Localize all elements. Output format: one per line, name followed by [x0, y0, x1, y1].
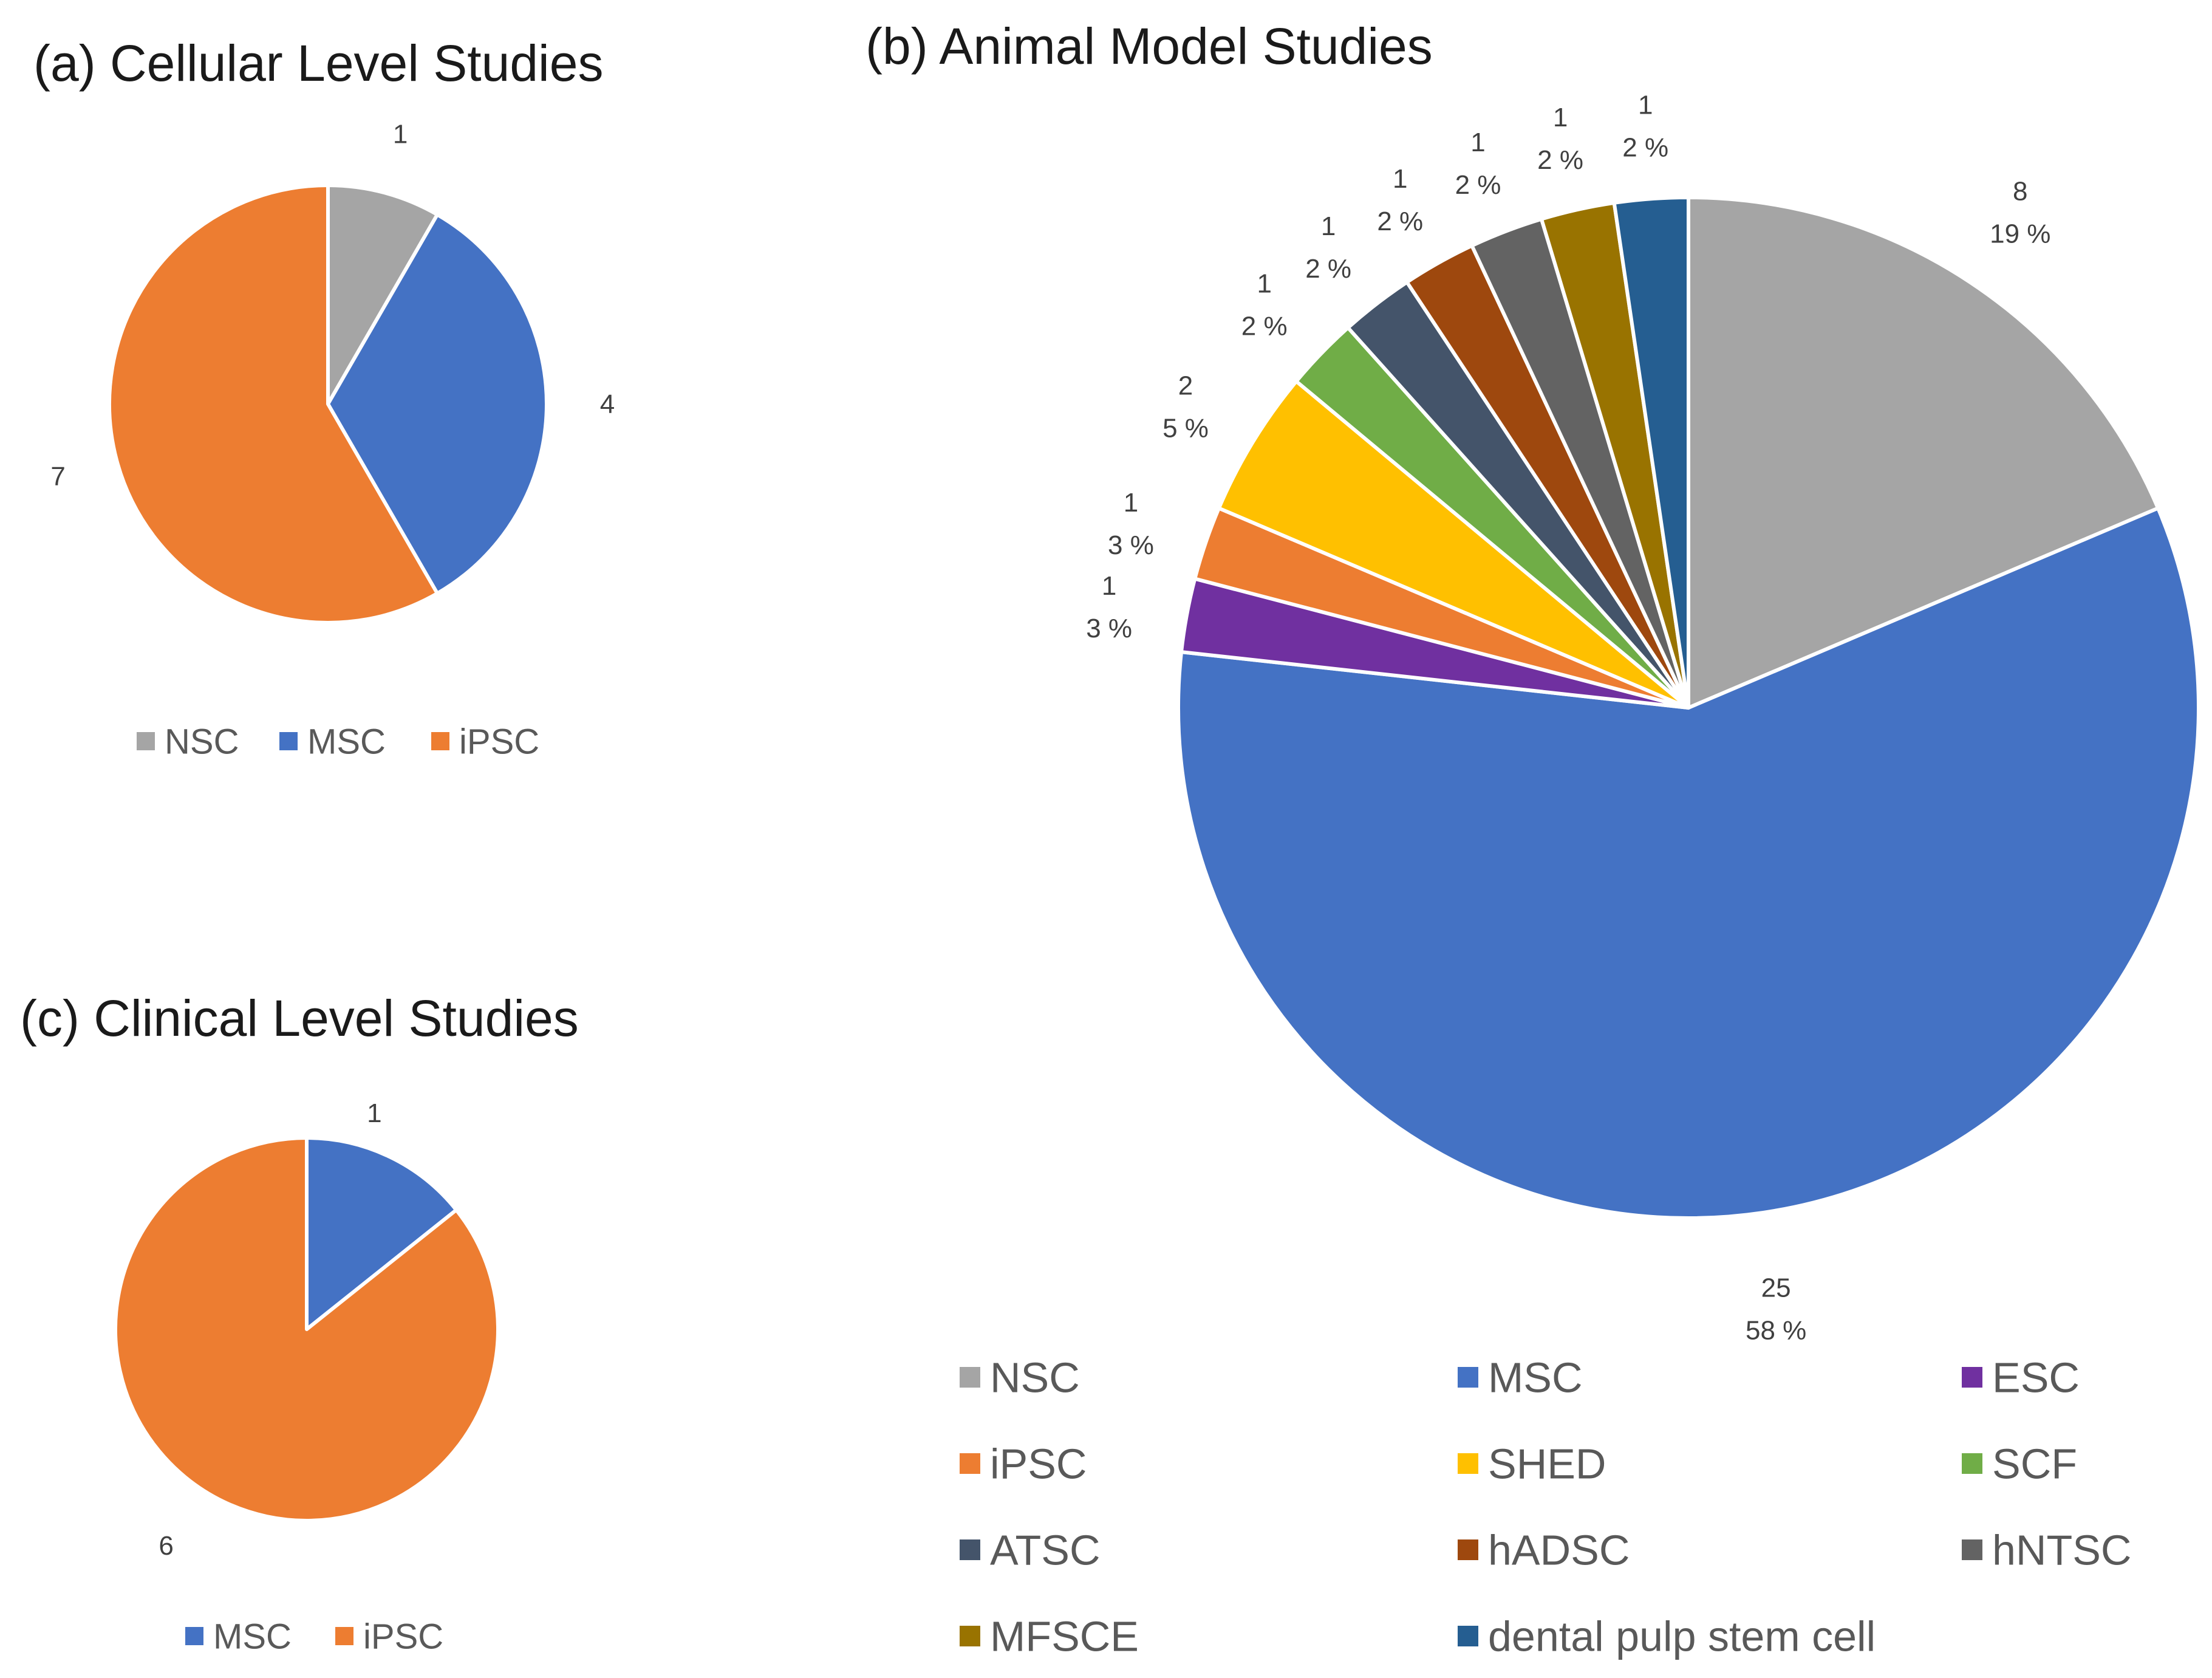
pie-slice-ipsc [108, 183, 439, 625]
legend-item-dental-pulp-stem-cell: dental pulp stem cell [1458, 1613, 1876, 1660]
pie-slice-msc [1176, 506, 2200, 1220]
legend-label-msc: MSC [213, 1617, 292, 1656]
chart-c-title: (c) Clinical Level Studies [20, 990, 579, 1047]
legend-swatch-nsc [960, 1367, 980, 1388]
legend-item-msc: MSC [279, 722, 386, 761]
chart-a-pie [108, 183, 549, 625]
legend-item-mfsce: MFSCE [960, 1613, 1139, 1660]
chart-c-data-labels: 16 [159, 1098, 381, 1561]
legend-item-atsc: ATSC [960, 1527, 1101, 1574]
legend-swatch-mfsce [960, 1626, 980, 1646]
legend-label-shed: SHED [1488, 1440, 1606, 1488]
legend-label-scf: SCF [1992, 1440, 2077, 1488]
legend-swatch-ipsc [431, 732, 449, 750]
legend-swatch-hadsc [1458, 1539, 1478, 1560]
legend-swatch-hntsc [1962, 1539, 1982, 1560]
legend-label-ipsc: iPSC [363, 1617, 443, 1656]
legend-label-hntsc: hNTSC [1992, 1527, 2131, 1574]
legend-label-ipsc: iPSC [990, 1440, 1087, 1488]
legend-item-scf: SCF [1962, 1440, 2077, 1488]
pie-slice-nsc [326, 183, 439, 406]
data-label-nsc: 1 [393, 120, 408, 149]
legend-label-nsc: NSC [990, 1354, 1080, 1402]
pie-slice-ipsc [114, 1136, 500, 1522]
legend-item-esc: ESC [1962, 1354, 2080, 1402]
legend-item-nsc: NSC [960, 1354, 1080, 1402]
legend-item-shed: SHED [1458, 1440, 1606, 1488]
chart-b-data-labels: 8 19 %25 58 %1 3 %1 3 %2 5 %1 2 %1 2 %1 2 %1 2 %1… [1086, 91, 2050, 1346]
legend-swatch-msc [1458, 1367, 1478, 1388]
chart-a-legend: NSC MSC iPSC [137, 722, 539, 761]
legend-label-atsc: ATSC [990, 1527, 1101, 1574]
pie-slice-shed [1217, 379, 1690, 710]
legend-swatch-ipsc [335, 1627, 353, 1645]
chart-a-data-labels: 1 4 7 [50, 120, 615, 491]
legend-item-msc: MSC [185, 1617, 292, 1656]
pie-slice-dental-pulp-stem-cell [1612, 196, 1690, 710]
data-label-ipsc: 6 [159, 1531, 173, 1561]
legend-item-msc: MSC [1458, 1354, 1583, 1402]
legend-label-hadsc: hADSC [1488, 1527, 1630, 1574]
data-label-nsc: 8 19 % [1990, 176, 2050, 248]
legend-swatch-scf [1962, 1453, 1982, 1474]
pie-slice-nsc [1687, 196, 2160, 710]
legend-item-ipsc: iPSC [431, 722, 539, 761]
chart-a-title: (a) Cellular Level Studies [33, 35, 603, 92]
legend-item-ipsc: iPSC [960, 1440, 1087, 1488]
legend-label-msc: MSC [1488, 1354, 1583, 1402]
data-label-msc: 25 58 % [1746, 1273, 1806, 1345]
chart-b-legend: NSC MSC ESC iPSC SHED SCF ATSC hADSC hNTSC MFSCE d… [960, 1354, 2131, 1660]
legend-label-msc: MSC [307, 722, 386, 761]
legend-swatch-msc [185, 1627, 203, 1645]
legend-label-ipsc: iPSC [459, 722, 539, 761]
legend-swatch-shed [1458, 1453, 1478, 1474]
legend-item-hadsc: hADSC [1458, 1527, 1630, 1574]
chart-c-legend: MSC iPSC [185, 1617, 443, 1656]
legend-swatch-msc [279, 732, 298, 750]
legend-label-esc: ESC [1992, 1354, 2080, 1402]
chart-c-pie [114, 1136, 500, 1522]
legend-item-ipsc: iPSC [335, 1617, 443, 1656]
data-label-msc: 1 [367, 1098, 381, 1128]
data-label-ipsc: 7 [50, 462, 65, 491]
legend-label-dental-pulp-stem-cell: dental pulp stem cell [1488, 1613, 1876, 1660]
legend-swatch-nsc [137, 732, 155, 750]
data-label-msc: 4 [600, 389, 615, 419]
legend-label-nsc: NSC [165, 722, 239, 761]
legend-item-nsc: NSC [137, 722, 239, 761]
legend-swatch-esc [1962, 1367, 1982, 1388]
chart-b-title: (b) Animal Model Studies [865, 18, 1433, 75]
legend-swatch-ipsc [960, 1453, 980, 1474]
chart-b-pie [1176, 196, 2200, 1220]
pie-slice-msc [305, 1136, 459, 1331]
legend-label-mfsce: MFSCE [990, 1613, 1139, 1660]
legend-swatch-atsc [960, 1539, 980, 1560]
legend-item-hntsc: hNTSC [1962, 1527, 2131, 1574]
legend-swatch-dental-pulp-stem-cell [1458, 1626, 1478, 1646]
